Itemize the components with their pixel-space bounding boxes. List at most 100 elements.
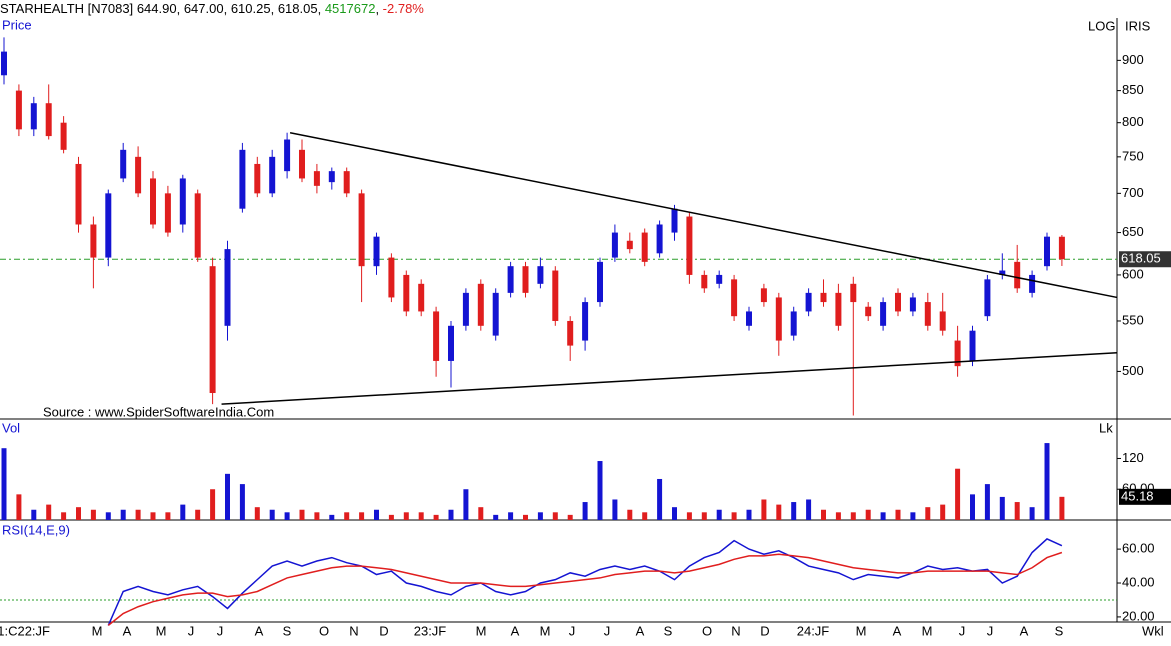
candle-body (835, 292, 842, 326)
volume-bar (642, 512, 648, 520)
trendline (289, 131, 1118, 299)
volume-bar (746, 509, 752, 520)
change: -2.78% (383, 1, 425, 16)
volume-bar (1029, 507, 1035, 520)
candle-body (999, 270, 1006, 275)
candle-body (418, 283, 425, 312)
volume-bar (597, 461, 603, 520)
candle-body (880, 302, 887, 326)
x-tick-label: J (987, 623, 994, 638)
volume-bar (314, 512, 320, 520)
candle-body (388, 257, 395, 298)
candle-body (731, 279, 738, 317)
y-tick-label: 550 (1122, 312, 1144, 327)
volume-bar (269, 509, 275, 520)
volume-bar (791, 502, 797, 520)
header: STARHEALTH [N7083] 644.90, 647.00, 610.2… (0, 1, 424, 16)
volume-bar (1059, 496, 1065, 520)
volume-bar (299, 509, 305, 520)
candle-body (328, 171, 335, 183)
x-tick-label: M (540, 623, 551, 638)
candle-body (790, 311, 797, 336)
candle-body (865, 306, 872, 317)
y-tick-label: 60.00 (1122, 541, 1155, 556)
x-tick-label: N (731, 623, 740, 638)
y-tick-label: 120 (1122, 450, 1144, 465)
y-tick-label: 20.00 (1122, 608, 1155, 623)
volume-bar (493, 514, 499, 520)
volume-bar (910, 512, 916, 520)
volume-bar (16, 494, 22, 520)
volume-bar (612, 499, 618, 520)
candle-body (403, 274, 410, 312)
volume-bar (880, 512, 886, 520)
volume-bar (984, 484, 990, 520)
x-tick-label: 24:JF (797, 623, 830, 638)
volume-bar (150, 512, 156, 520)
volume-bar (686, 512, 692, 520)
x-tick-label: A (511, 623, 520, 638)
open: 644.90 (137, 1, 177, 16)
volume-bar (120, 509, 126, 520)
volume-bar (806, 499, 812, 520)
volume-bar (523, 514, 528, 520)
candle-body (448, 325, 454, 361)
x-tick-label: A (893, 623, 902, 638)
volume-bar (418, 512, 424, 520)
candle-body (120, 149, 127, 179)
y-tick-label: 40.00 (1122, 574, 1155, 589)
x-tick-label: M (476, 623, 487, 638)
volume-bar (448, 509, 454, 520)
volume-bar (582, 502, 588, 520)
high: 647.00 (184, 1, 224, 16)
x-tick-label: J (569, 623, 576, 638)
volume-bar (865, 509, 871, 520)
symbol: STARHEALTH [N7083] (0, 1, 133, 16)
candle-body (433, 311, 440, 361)
volume-bar (627, 509, 633, 520)
volume-bar (433, 514, 439, 520)
volume-bar (999, 496, 1005, 520)
candle-body (60, 122, 67, 150)
panel-title: Vol (2, 420, 20, 435)
volume-bar (716, 509, 722, 520)
volume-bar (1, 448, 7, 520)
x-tick-label: S (283, 623, 292, 638)
panel-title: Price (2, 17, 32, 32)
volume-bar (105, 512, 111, 520)
x-tick-label: S (664, 623, 673, 638)
candle-body (924, 302, 931, 326)
candle-body (75, 163, 82, 225)
volume-bar (329, 514, 335, 520)
volume-bar (508, 512, 514, 520)
rsi-line (107, 551, 1063, 626)
volume-bar (210, 489, 216, 520)
candle-body (537, 266, 544, 284)
volume-bar (1014, 502, 1020, 520)
period-label: Wkl (1142, 623, 1164, 638)
candle-body (746, 311, 752, 326)
volume-bar (180, 504, 186, 520)
volume-bar (135, 509, 141, 520)
volume-bar (657, 478, 663, 520)
style-label: IRIS (1125, 18, 1151, 33)
candle-body (105, 193, 112, 258)
volume-bar (254, 507, 260, 520)
volume-bar (731, 512, 737, 520)
candle-body (90, 224, 97, 258)
volume-bar (388, 514, 394, 520)
candle-body (299, 149, 305, 179)
y-tick-label: 650 (1122, 224, 1144, 239)
candle-body (522, 266, 529, 293)
volume-bar (46, 504, 52, 520)
candle-body (939, 311, 946, 331)
volume-bar (925, 507, 931, 520)
candle-body (820, 292, 827, 303)
candle-body (313, 171, 320, 186)
volume-bar (552, 512, 558, 520)
x-tick-label: J (959, 623, 966, 638)
candle-body (135, 156, 142, 194)
volume-bar (761, 499, 767, 520)
x-tick-label: 23:JF (414, 623, 447, 638)
